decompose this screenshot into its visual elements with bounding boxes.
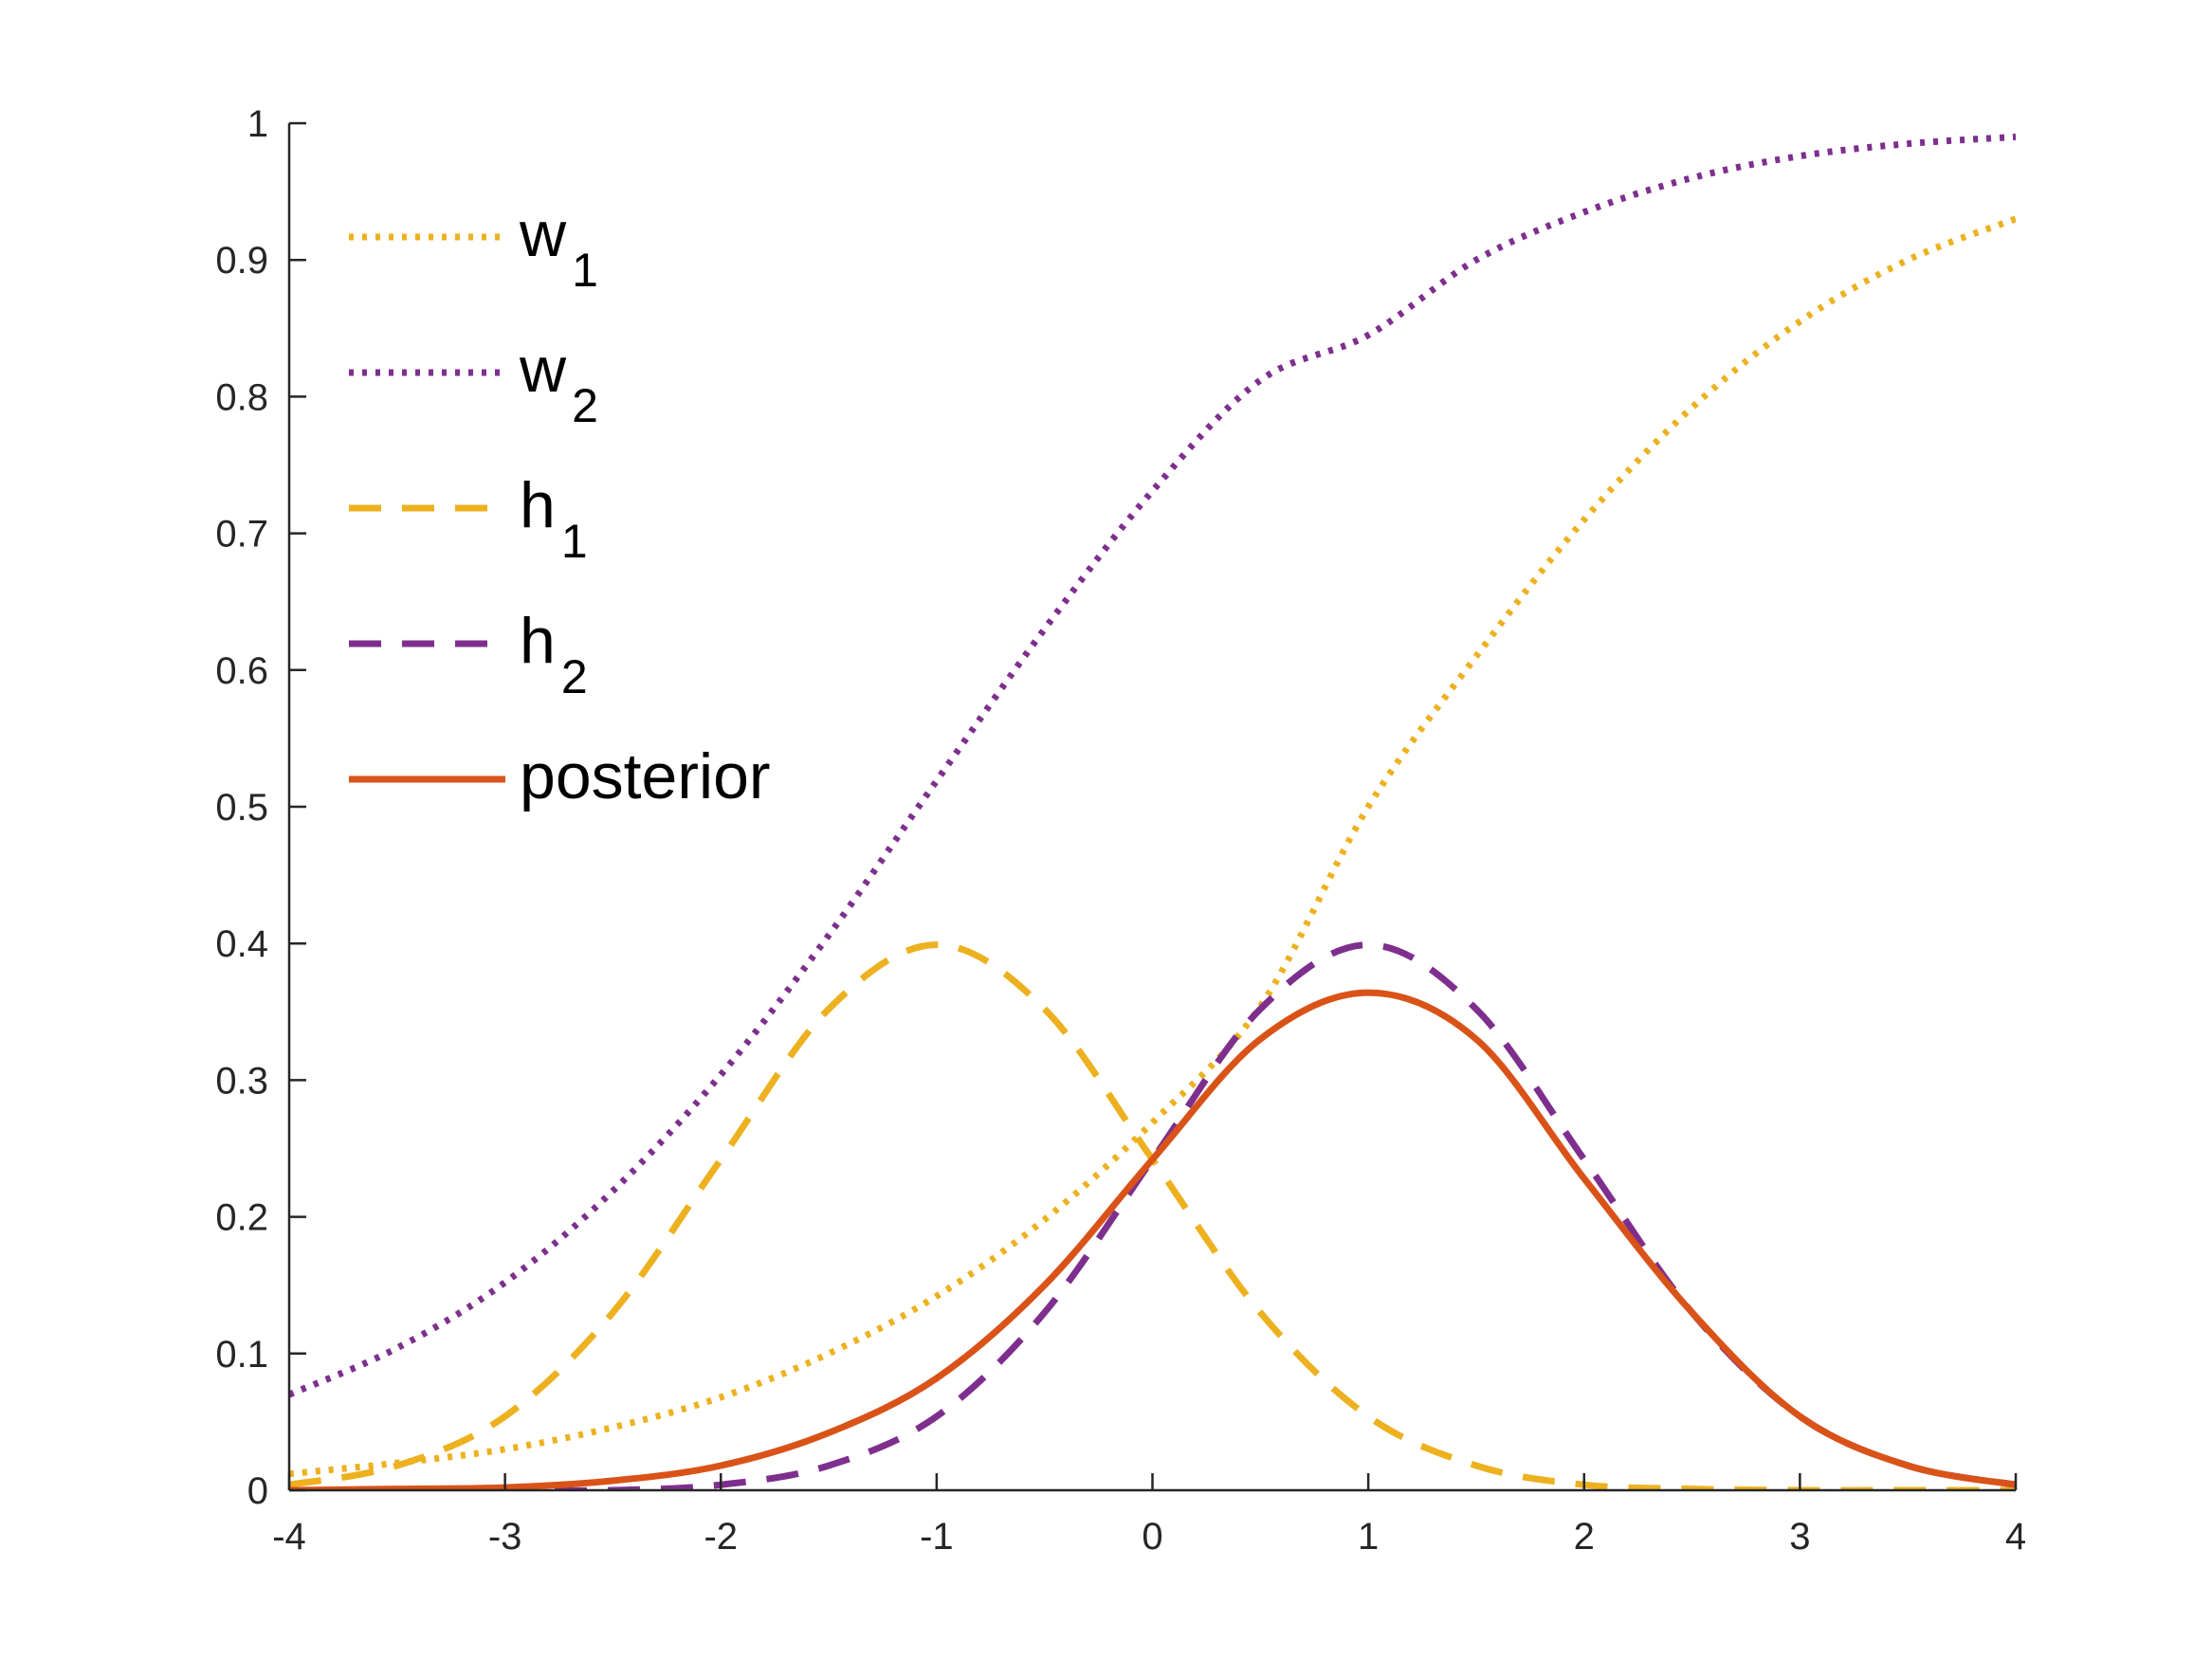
legend-label-main: w [519,334,567,406]
y-tick-label: 1 [247,103,268,145]
y-tick-label: 0.8 [215,376,268,418]
x-tick-label: 2 [1574,1516,1595,1558]
axes: -4 -3 -2 -1 0 1 2 3 4 0 0.1 0.2 0.3 0.4 0.5 0.6 0.7 0.8 0.… [215,103,2026,1558]
legend-label: posterior [520,740,771,812]
x-tick-label: 1 [1358,1516,1379,1558]
legend-label-subscript: 2 [572,379,598,432]
y-tick-label: 0.9 [215,240,268,282]
y-tick-label: 0.4 [215,923,268,965]
x-tick-label: 3 [1789,1516,1810,1558]
series-line-h1 [289,941,2016,1490]
legend-label-subscript: 1 [561,515,588,568]
x-tick-label: -3 [488,1516,522,1558]
series-line-h2 [289,941,2016,1490]
y-tick-label: 0 [247,1470,268,1512]
x-tick-label: 0 [1142,1516,1162,1558]
y-tick-label: 0.7 [215,514,268,556]
x-tick-label: -4 [272,1516,306,1558]
y-tick-label: 0.6 [215,650,268,692]
series-line-posterior [289,989,2016,1490]
y-tick-label: 0.5 [215,787,268,829]
x-tick-label: -2 [704,1516,738,1558]
legend-label-main: h [520,469,556,541]
series-line-w1 [289,215,2016,1478]
legend-label-subscript: 1 [572,244,598,297]
legend-label-main: w [519,198,567,270]
y-tick-label: 0.3 [215,1060,268,1102]
legend-label-subscript: 2 [561,650,588,703]
series-layer [289,133,2016,1490]
y-tick-label: 0.1 [215,1334,268,1376]
x-tick-label: 4 [2005,1516,2026,1558]
x-tick-label: -1 [920,1516,954,1558]
series-line-w2 [289,133,2016,1398]
legend-label-main: h [520,605,556,677]
legend-label-main: posterior [520,740,771,812]
y-tick-label: 0.2 [215,1197,268,1239]
